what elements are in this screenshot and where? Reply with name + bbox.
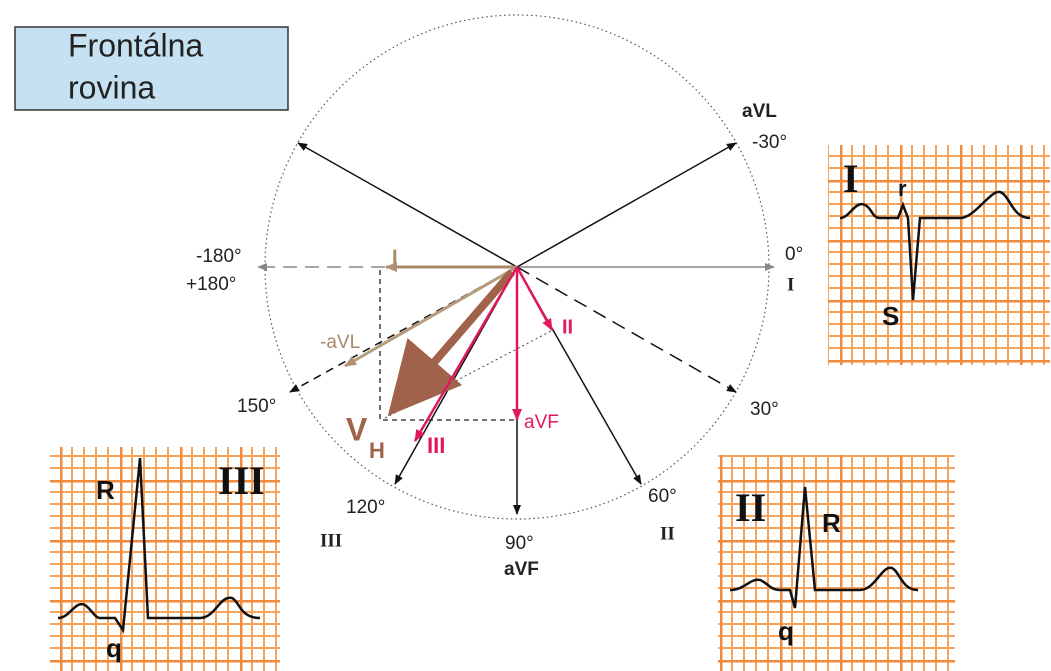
axis-label: -30° — [752, 132, 787, 153]
ecg-lead: II — [735, 485, 766, 530]
axis-label: -180° — [196, 246, 242, 267]
ecg-wave: R — [822, 508, 841, 538]
ecg-panel: III R q — [50, 447, 280, 671]
ecg-panel: I r S — [828, 145, 1050, 365]
vector-vh — [387, 269, 516, 417]
vector-label: H — [369, 438, 385, 463]
vector-minus-avl — [344, 265, 518, 368]
ecg-grid — [828, 145, 1050, 365]
ecg-trace — [839, 190, 1031, 301]
ecg-wave: q — [778, 616, 794, 646]
axis-label: 120° — [346, 497, 385, 518]
ecg-wave: R — [96, 475, 115, 505]
vector-label: -aVL — [320, 332, 360, 353]
axis-label: aVL — [742, 101, 777, 122]
axis-30 — [516, 266, 737, 393]
vector-label: II — [562, 316, 573, 338]
ecg-trace — [729, 486, 919, 609]
ecg-wave: r — [898, 176, 907, 201]
axis-label: aVF — [504, 559, 539, 580]
projection-line — [384, 329, 554, 419]
ecg-wave: S — [882, 301, 899, 331]
axis-label: 60° — [648, 486, 677, 507]
axis-label: III — [320, 530, 342, 551]
ecg-grid — [50, 447, 280, 671]
ecg-wave: q — [106, 633, 122, 663]
title-line: rovina — [68, 69, 155, 105]
axis-label: 90° — [505, 533, 534, 554]
title-line: Frontálna — [68, 27, 203, 63]
vector-iii — [413, 266, 519, 442]
axis-label: 150° — [237, 396, 276, 417]
vector-label: I — [392, 246, 398, 268]
ecg-lead: I — [843, 156, 859, 201]
axis-minus30 — [516, 142, 737, 268]
axis-label: 30° — [750, 399, 779, 420]
axis-minus150 — [297, 142, 518, 268]
title-box — [14, 26, 289, 111]
ecg-trace — [57, 457, 261, 634]
ecg-panel: II R q — [718, 455, 955, 671]
axis-label: 0° — [785, 244, 803, 265]
vector-label: aVF — [524, 412, 559, 433]
vector-ii — [515, 266, 554, 331]
vector-label: III — [427, 433, 445, 458]
ecg-grid — [718, 455, 955, 671]
axis-label: I — [787, 274, 794, 295]
axis-label: II — [660, 523, 675, 544]
axis-label: +180° — [186, 274, 236, 295]
ecg-lead: III — [218, 458, 265, 503]
vector-label: V — [346, 411, 368, 447]
